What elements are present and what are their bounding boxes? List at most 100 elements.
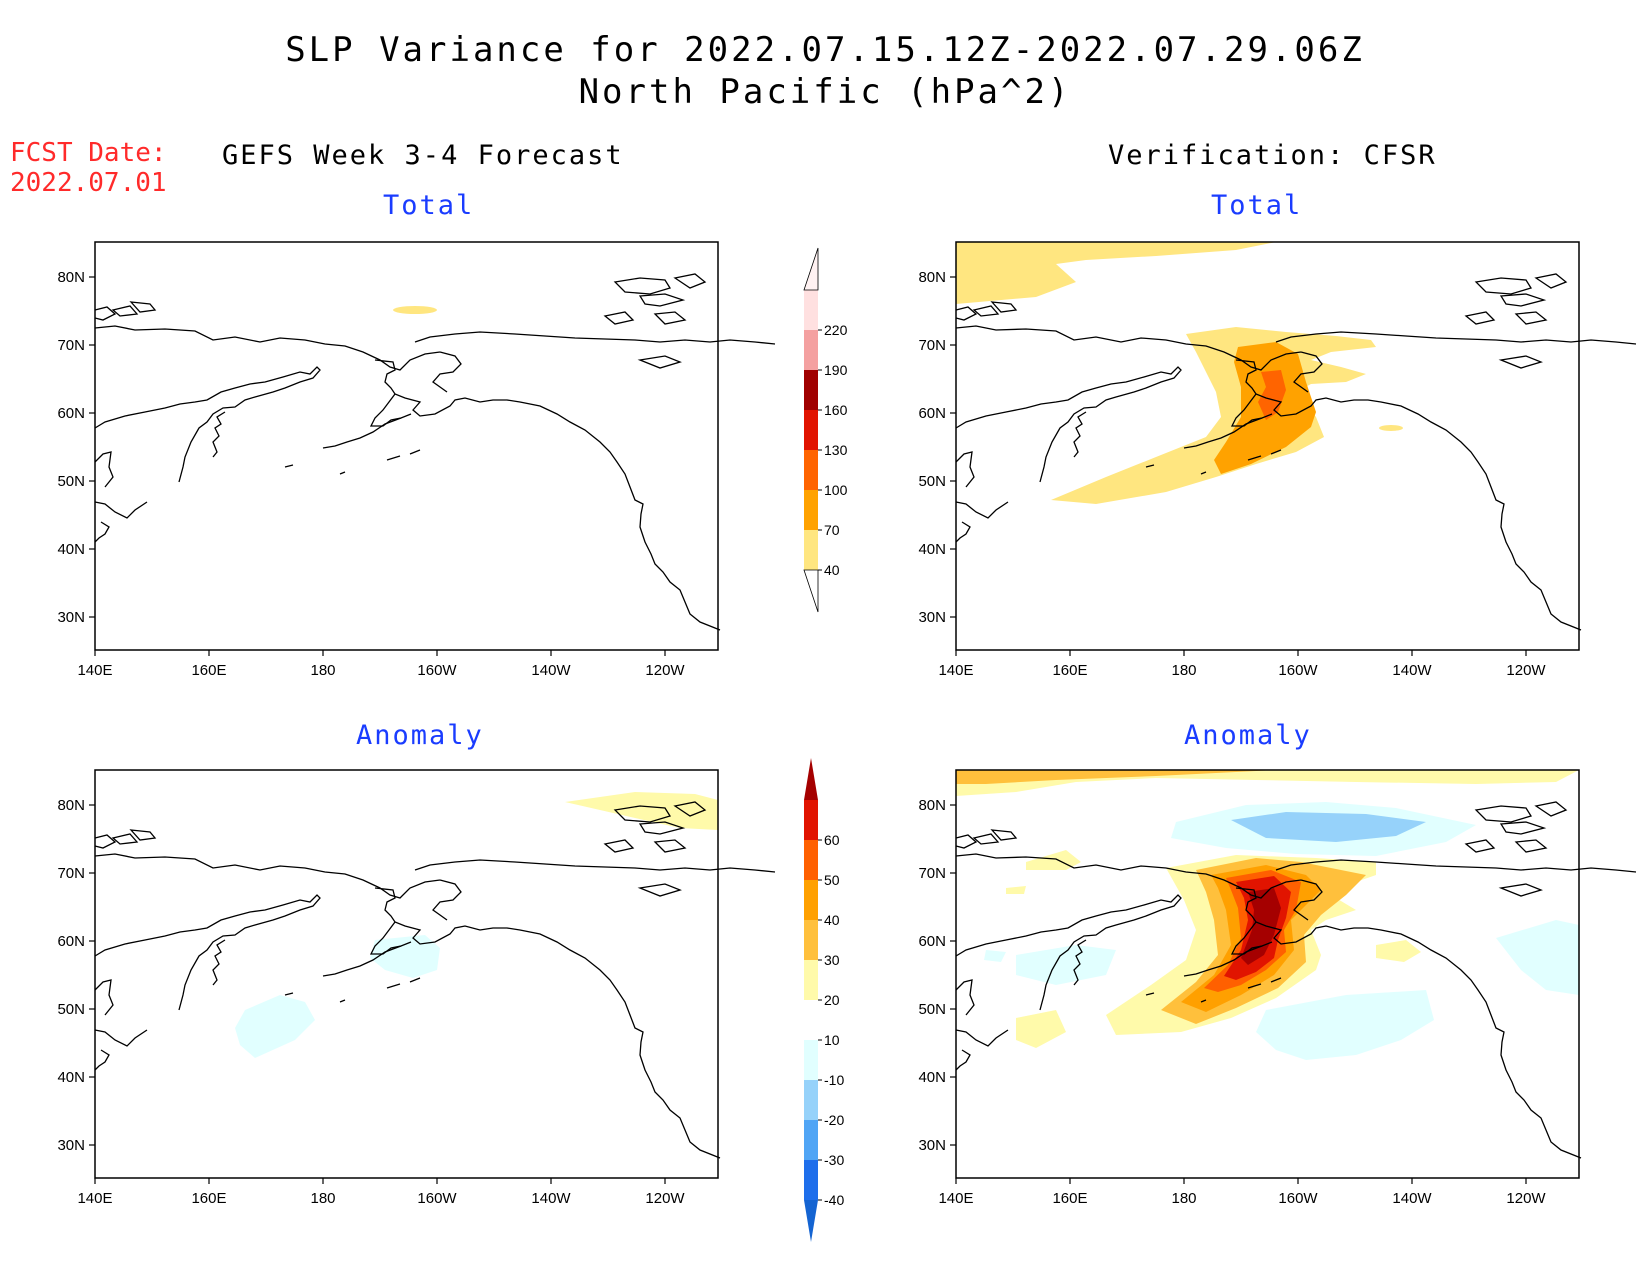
lat-tick-label: 80N xyxy=(918,797,946,814)
lon-tick-label: 120W xyxy=(1506,662,1546,679)
cfsr-column-title: Verification: CFSR xyxy=(1108,140,1437,171)
colorbar-swatch xyxy=(804,1080,818,1120)
colorbar-swatch xyxy=(804,330,818,370)
colorbar-label: 50 xyxy=(824,872,840,888)
colorbar-swatch xyxy=(804,1040,818,1080)
gefs-total-contour xyxy=(393,306,437,314)
gefs-anomaly-title: Anomaly xyxy=(356,720,484,751)
colorbar-label: -40 xyxy=(824,1192,844,1208)
lon-tick-label: 120W xyxy=(645,662,685,679)
lon-tick-label: 120W xyxy=(1506,1190,1546,1207)
colorbar-swatch xyxy=(804,410,818,450)
colorbar-bottom-arrow xyxy=(803,569,819,613)
lat-tick-label: 40N xyxy=(918,1069,946,1086)
lon-tick-label: 160W xyxy=(417,1190,457,1207)
colorbar-swatch xyxy=(804,290,818,330)
colorbar-swatch xyxy=(804,370,818,410)
lon-tick-label: 160W xyxy=(1278,662,1318,679)
lon-tick-label: 140E xyxy=(938,662,973,679)
lat-tick-label: 30N xyxy=(918,609,946,626)
fcst-date-label: FCST Date: xyxy=(10,138,167,168)
colorbar-label: 160 xyxy=(824,402,848,418)
lon-tick-label: 140E xyxy=(77,662,112,679)
lat-tick-label: 80N xyxy=(918,269,946,286)
lat-tick-label: 30N xyxy=(57,609,85,626)
colorbar-swatch xyxy=(804,1120,818,1160)
lat-tick-label: 30N xyxy=(57,1137,85,1154)
lat-tick-label: 40N xyxy=(57,541,85,558)
colorbar-swatch xyxy=(804,800,818,840)
lon-tick-label: 160E xyxy=(1052,662,1087,679)
colorbar-label: 190 xyxy=(824,362,848,378)
panel-gefs-anomaly xyxy=(94,769,776,1179)
map-frame xyxy=(955,769,1580,1179)
lon-tick-label: 160E xyxy=(1052,1190,1087,1207)
colorbar-label: -30 xyxy=(824,1152,844,1168)
map-frame xyxy=(94,769,719,1179)
fcst-date-value: 2022.07.01 xyxy=(10,168,167,198)
colorbar-label: 60 xyxy=(824,832,840,848)
lon-tick-label: 160W xyxy=(1278,1190,1318,1207)
lat-tick-label: 30N xyxy=(918,1137,946,1154)
lat-tick-label: 60N xyxy=(57,933,85,950)
lon-tick-label: 140W xyxy=(1392,662,1432,679)
lon-tick-label: 120W xyxy=(645,1190,685,1207)
colorbar-swatch xyxy=(804,840,818,880)
colorbar-swatch xyxy=(804,1000,818,1040)
colorbar-label: -20 xyxy=(824,1112,844,1128)
gefs-column-title: GEFS Week 3-4 Forecast xyxy=(222,140,624,171)
panel-gefs-total xyxy=(94,241,776,651)
colorbar-swatch xyxy=(804,490,818,530)
lon-tick-label: 160W xyxy=(417,662,457,679)
colorbar-label: 130 xyxy=(824,442,848,458)
colorbar-swatch xyxy=(804,920,818,960)
colorbar-swatch xyxy=(804,530,818,570)
lat-tick-label: 40N xyxy=(57,1069,85,1086)
colorbar-label: 30 xyxy=(824,952,840,968)
cfsr-anomaly-title: Anomaly xyxy=(1184,720,1312,751)
lon-tick-label: 180 xyxy=(310,1190,335,1207)
lon-tick-label: 140W xyxy=(531,1190,571,1207)
anomaly-colorbar: -40 -30 -20 -10 10 20 30 40 50 60 xyxy=(804,758,844,1242)
colorbar-swatch xyxy=(804,880,818,920)
lat-tick-label: 80N xyxy=(57,269,85,286)
lon-tick-label: 140W xyxy=(1392,1190,1432,1207)
colorbar-label: 40 xyxy=(824,912,840,928)
main-title: SLP Variance for 2022.07.15.12Z-2022.07.… xyxy=(285,30,1365,70)
lat-tick-label: 50N xyxy=(918,473,946,490)
lon-tick-label: 140E xyxy=(938,1190,973,1207)
map-frame xyxy=(94,241,719,651)
lon-tick-label: 140E xyxy=(77,1190,112,1207)
colorbar-label: 70 xyxy=(824,522,840,538)
lon-tick-label: 180 xyxy=(1171,1190,1196,1207)
lat-tick-label: 70N xyxy=(57,865,85,882)
cfsr-total-title: Total xyxy=(1211,190,1303,221)
lon-tick-label: 160E xyxy=(191,1190,226,1207)
cfsr-anomaly-contours xyxy=(956,770,1579,1060)
colorbar-swatch xyxy=(804,450,818,490)
total-colorbar: 40 70 100 130 160 190 220 xyxy=(803,247,848,613)
lat-tick-label: 50N xyxy=(57,1001,85,1018)
lat-tick-label: 70N xyxy=(918,865,946,882)
colorbar-bottom-arrow xyxy=(804,1200,818,1242)
lat-tick-label: 80N xyxy=(57,797,85,814)
lat-tick-label: 70N xyxy=(57,337,85,354)
lat-tick-label: 60N xyxy=(57,405,85,422)
colorbar-label: -10 xyxy=(824,1072,844,1088)
lon-tick-label: 180 xyxy=(1171,662,1196,679)
colorbar-top-arrow xyxy=(804,758,818,800)
panel-cfsr-anomaly xyxy=(955,769,1637,1179)
lat-tick-label: 70N xyxy=(918,337,946,354)
lat-tick-label: 50N xyxy=(57,473,85,490)
colorbar-label: 220 xyxy=(824,322,848,338)
colorbar-top-arrow xyxy=(803,247,819,291)
colorbar-swatch xyxy=(804,960,818,1000)
lon-tick-label: 160E xyxy=(191,662,226,679)
lon-tick-label: 140W xyxy=(531,662,571,679)
lat-tick-label: 60N xyxy=(918,933,946,950)
map-axes: 140E 160E 180 160W 140W 120W 80N 70N 60N 50N 40N 30… xyxy=(57,269,1546,1207)
colorbar-label: 10 xyxy=(824,1032,840,1048)
panel-cfsr-total xyxy=(955,241,1637,651)
main-subtitle: North Pacific (hPa^2) xyxy=(578,72,1072,112)
